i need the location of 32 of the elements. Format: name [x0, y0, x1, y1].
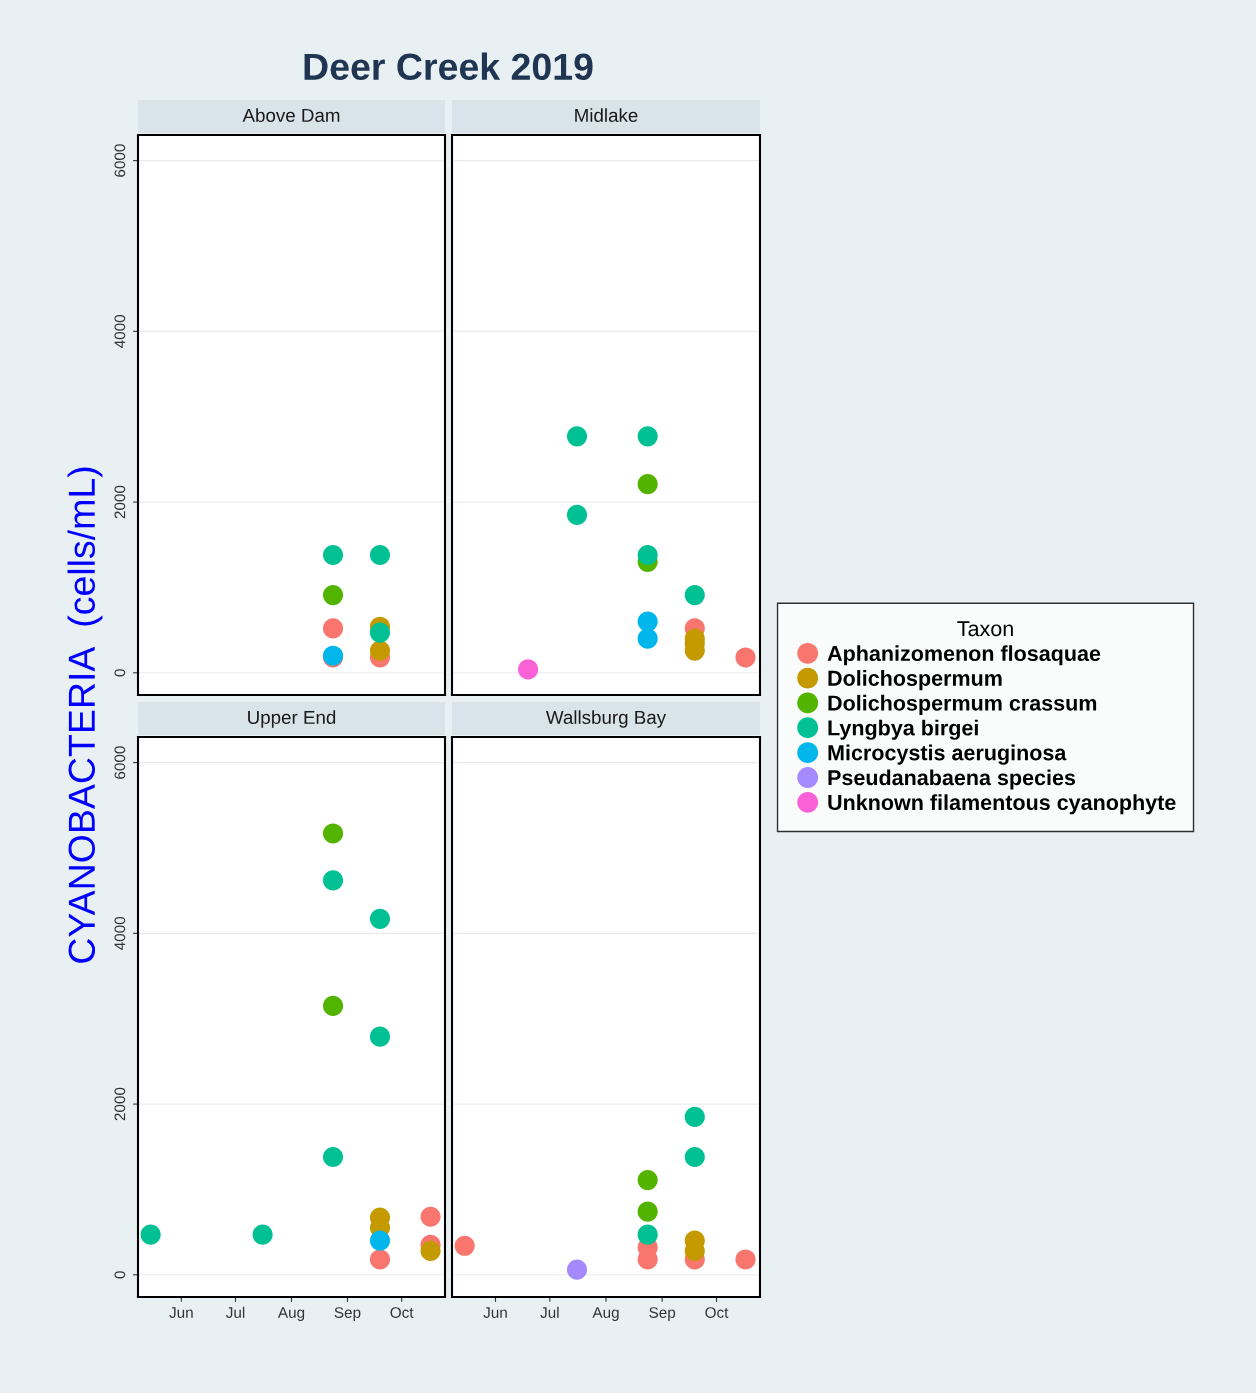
x-tick-label: Jul [540, 1306, 559, 1318]
chart-title: Wallsburg Bay [546, 710, 667, 728]
x-tick-label: Jun [169, 1307, 193, 1318]
y-tick-label: 4000 [114, 314, 126, 348]
legend-label: Pseudanabaena species [828, 769, 1076, 790]
chart-title: Midlake [575, 108, 638, 123]
x-tick-label: Jul [225, 1306, 245, 1318]
y-tick-label: 6000 [114, 746, 126, 779]
chart-title: Above Dam [242, 108, 340, 123]
text: Deer Creek 2019 [304, 52, 593, 81]
legend-label: Aphanizomenon flosaquae [827, 645, 1101, 666]
x-tick-label: Sep [649, 1307, 676, 1321]
y-axis-title: CYANOBACTERIA (cells/mL) [67, 467, 103, 963]
y-tick-label: 0 [114, 669, 126, 677]
x-tick-label: Aug [277, 1307, 305, 1321]
legend-label: Dolichospermum crassum [828, 694, 1097, 715]
y-tick-label: 2000 [114, 485, 126, 519]
y-tick-label: 4000 [114, 916, 126, 950]
legend-label: Microcystis aeruginosa [828, 744, 1067, 765]
x-tick-label: Oct [390, 1307, 414, 1318]
legend-label: Lyngbya birgei [828, 719, 978, 740]
y-tick-label: 6000 [114, 144, 126, 177]
x-tick-label: Sep [334, 1307, 361, 1321]
y-tick-label: 2000 [114, 1087, 126, 1121]
x-tick-label: Aug [592, 1307, 619, 1321]
legend-label: Unknown filamentous cyanophyte [828, 794, 1176, 815]
legend-label: Dolichospermum [828, 670, 1002, 691]
x-tick-label: Oct [705, 1307, 729, 1318]
y-tick-label: 0 [114, 1271, 126, 1279]
x-tick-label: Jun [483, 1307, 507, 1318]
chart-title: Upper End [248, 710, 336, 728]
legend-title: Taxon [957, 621, 1013, 637]
